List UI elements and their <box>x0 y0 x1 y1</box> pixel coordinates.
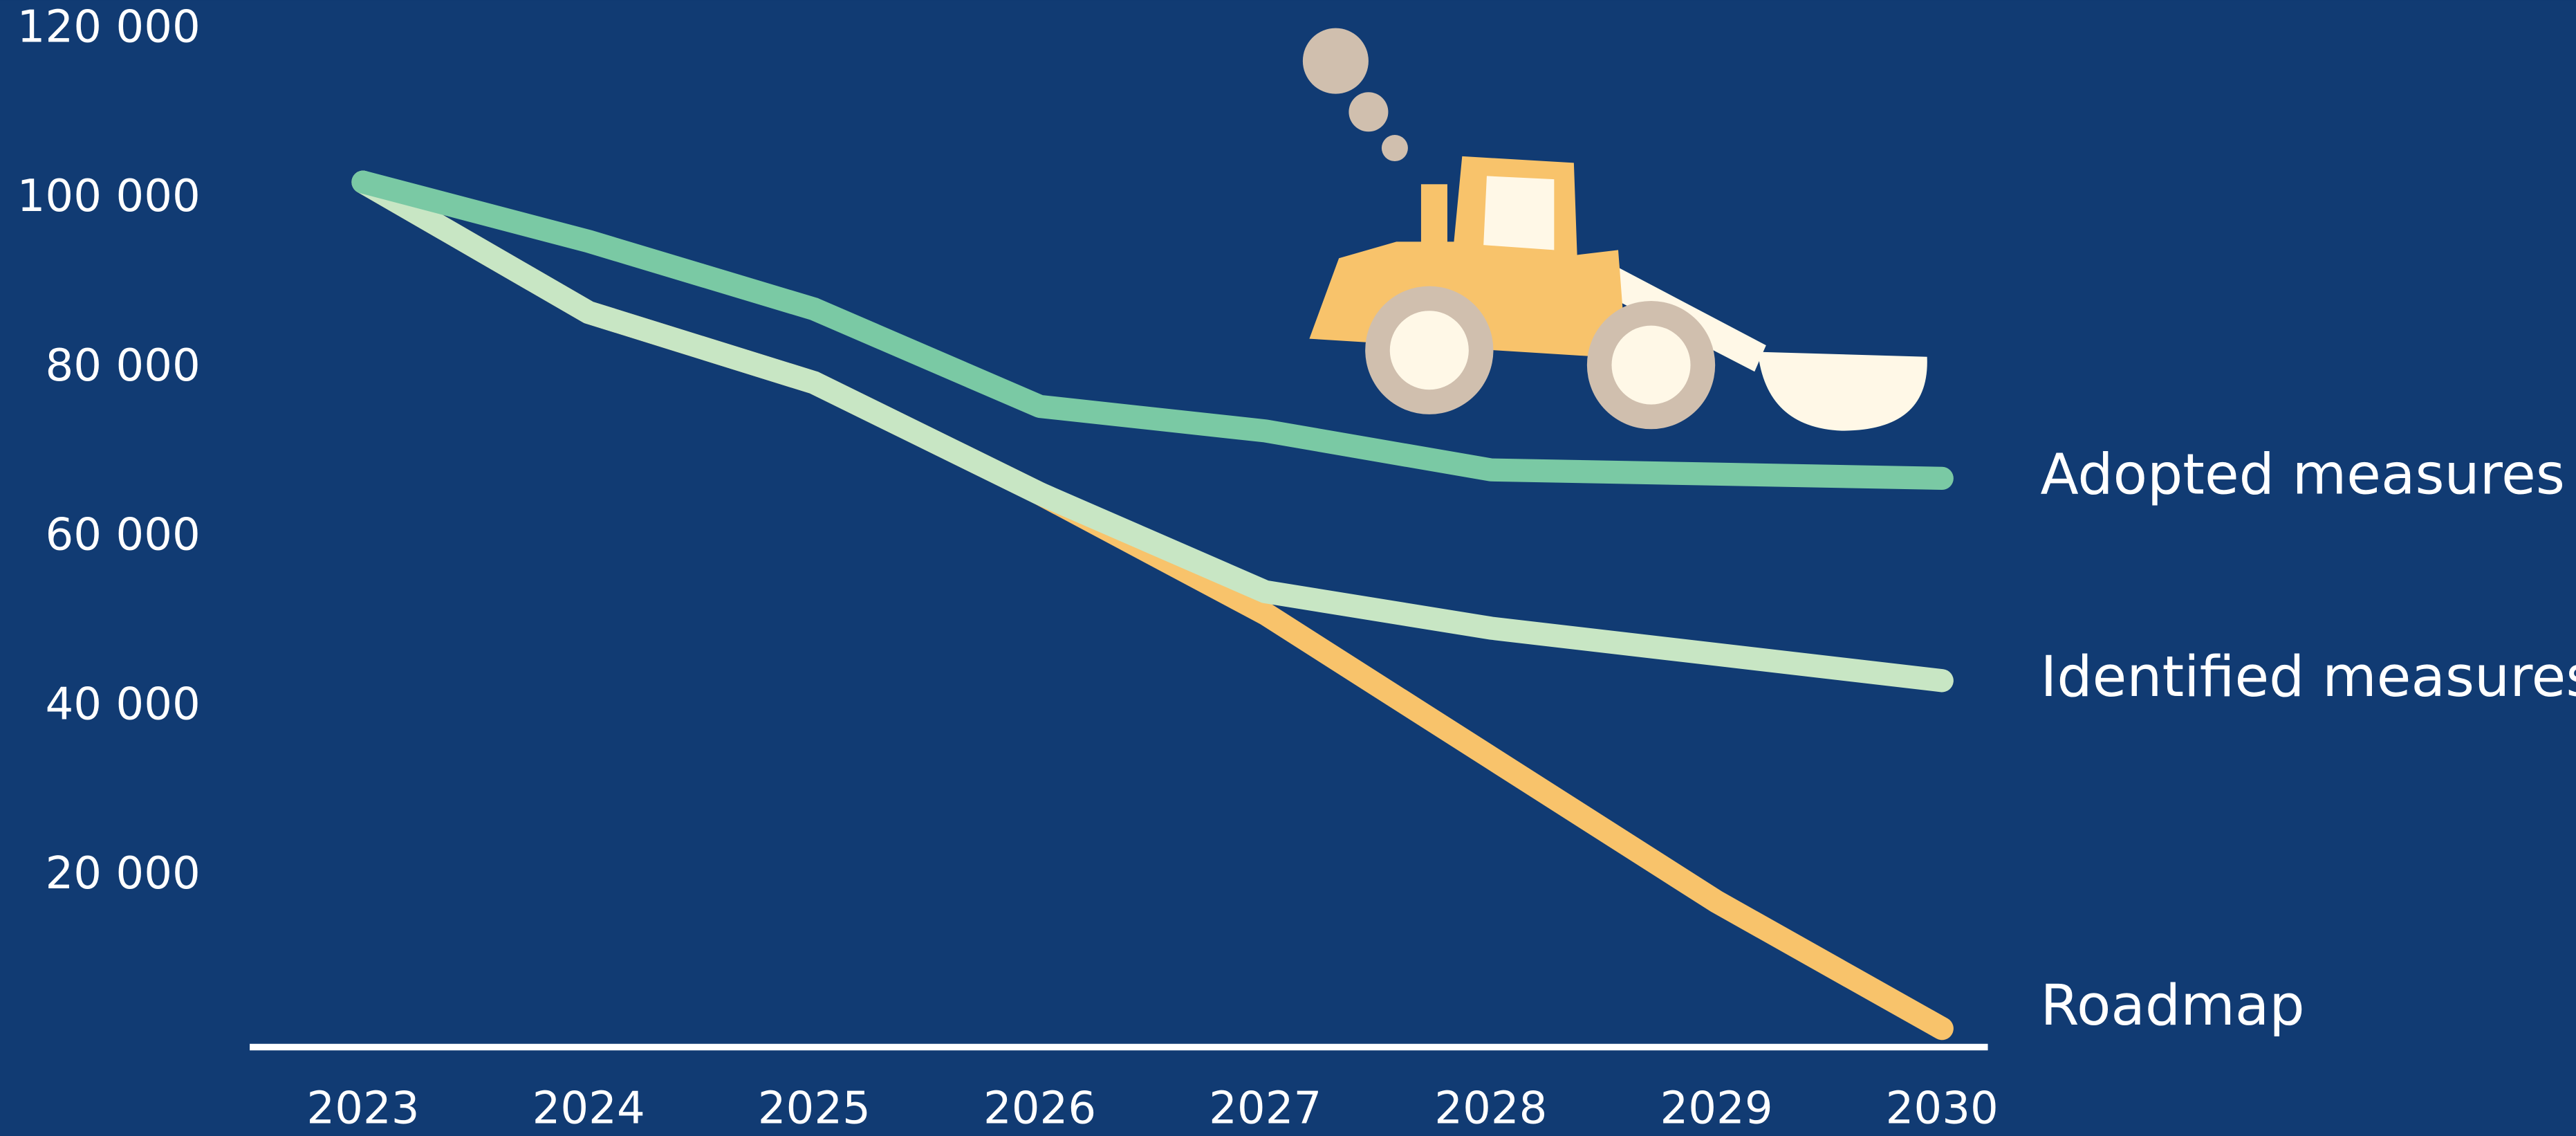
wheel-hub <box>1389 311 1469 390</box>
smoke <box>1349 92 1389 132</box>
smoke <box>1381 135 1408 162</box>
wheel-hub <box>1611 325 1691 405</box>
tractor-illustration <box>1302 28 1927 431</box>
series-label: Identified measures <box>2041 645 2576 710</box>
x-tick-label: 2024 <box>532 1083 645 1135</box>
tractor-window <box>1483 176 1555 250</box>
smoke <box>1302 28 1369 94</box>
x-tick-label: 2027 <box>1209 1083 1322 1135</box>
tractor-bucket <box>1757 351 1927 431</box>
y-tick-label: 120 000 <box>17 1 201 53</box>
series-line <box>351 170 1954 491</box>
x-tick-label: 2028 <box>1434 1083 1547 1135</box>
y-tick-label: 80 000 <box>45 340 200 392</box>
y-tick-label: 100 000 <box>17 170 201 222</box>
y-tick-label: 20 000 <box>45 848 200 899</box>
y-tick-label: 60 000 <box>45 509 200 561</box>
x-tick-label: 2025 <box>758 1083 871 1135</box>
series-label: Adopted measures <box>2041 442 2565 507</box>
x-tick-label: 2030 <box>1886 1083 1999 1135</box>
tractor-exhaust <box>1420 184 1447 250</box>
x-tick-label: 2023 <box>306 1083 419 1135</box>
series-line <box>351 170 1954 693</box>
x-tick-label: 2029 <box>1660 1083 1772 1135</box>
x-tick-label: 2026 <box>983 1083 1096 1135</box>
y-tick-label: 40 000 <box>45 678 200 730</box>
series-label: Roadmap <box>2041 973 2305 1038</box>
